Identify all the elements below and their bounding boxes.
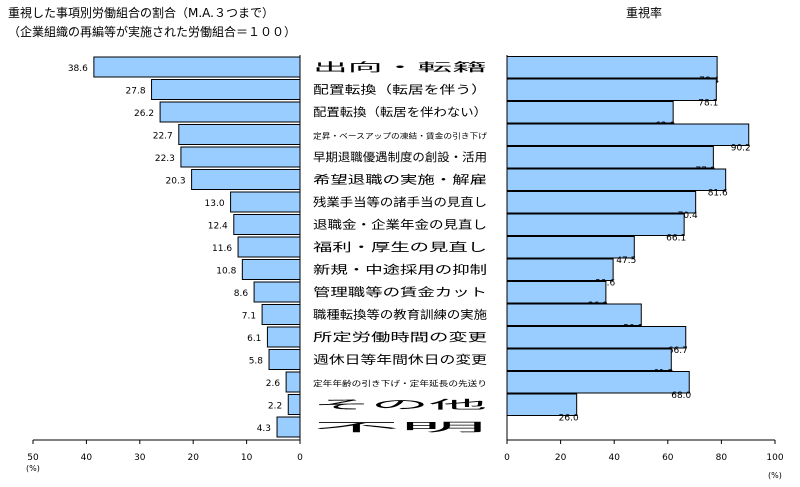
right-data-label: 68.0 [671,391,691,401]
right-bar [506,371,690,394]
right-tick-label: 20 [555,453,567,463]
left-data-label: 5.8 [249,357,264,367]
category-label: その他 [313,398,490,412]
right-data-label: 81.6 [708,189,728,199]
left-tick-label: 10 [241,453,253,463]
left-bar [233,214,301,235]
left-bar [266,326,301,348]
right-bar [506,258,614,281]
right-bar [506,326,687,349]
right-tick-label: 40 [608,453,620,463]
category-label: 不明 [313,420,487,434]
right-tick-label: 0 [504,453,510,463]
category-label: 希望退職の実施・解雇 [313,173,487,187]
left-bar [253,281,301,303]
right-data-label: 70.4 [678,211,698,221]
category-label: 所定労働時間の変更 [313,330,488,344]
left-tick-label: 40 [81,453,93,463]
left-bar [276,416,301,438]
chart-title: 重視した事項別労働組合の割合（M.A.３つまで） [8,6,274,20]
right-bar [506,191,697,214]
right-bar [506,236,635,259]
right-data-label: 47.5 [616,256,636,266]
category-label: 早期退職優遇制度の創設・活用 [313,150,487,164]
left-data-label: 2.2 [268,402,282,412]
right-bar [506,101,674,124]
left-data-label: 11.6 [212,244,232,254]
category-label: 定昇・ベースアップの凍結・賃金の引き下げ [313,132,488,141]
category-label: 定年年齢の引き下げ・定年延長の先送り [313,379,487,388]
left-bar [268,349,301,370]
right-bar [506,213,685,236]
right-bar [506,123,750,146]
right-title: 重視率 [626,6,663,20]
category-label: 出向・転籍 [313,60,487,74]
left-tick-label: 20 [187,453,199,463]
left-bar [285,371,301,393]
right-data-label: 90.2 [731,144,751,154]
left-bar [241,259,301,280]
left-data-label: 13.0 [205,199,225,209]
left-data-label: 10.8 [216,267,236,277]
right-data-label: 26.0 [559,414,579,424]
right-tick-label: 60 [662,453,674,463]
left-tick-label: 0 [297,453,303,463]
left-tick-label: 50 [27,453,39,463]
left-bar [261,304,301,325]
right-bar [506,393,578,416]
category-label: 新規・中途採用の抑制 [313,263,487,277]
left-bar [287,394,301,415]
right-bar [506,281,607,304]
left-data-label: 20.3 [166,177,186,187]
right-bar [506,303,642,326]
right-data-label: 66.1 [666,234,686,244]
left-data-label: 8.6 [234,289,249,299]
left-bar [151,79,301,100]
left-data-label: 22.3 [155,154,175,164]
right-bar [506,146,714,169]
left-bar [180,146,301,168]
left-bar [178,124,301,145]
category-label: 福利・厚生の見直し [313,240,487,254]
left-data-label: 6.1 [247,334,261,344]
right-bar [506,56,718,79]
left-data-label: 12.4 [208,222,228,232]
left-data-label: 22.7 [153,132,173,142]
left-data-label: 38.6 [68,64,88,74]
left-bar [230,191,301,213]
right-unit-label: (%) [768,471,782,480]
category-label: 残業手当等の諸手当の見直し [313,195,487,209]
left-bar [159,101,301,123]
category-label: 退職金・企業年金の見直し [313,218,487,232]
category-label: 週休日等年間休日の変更 [313,353,488,367]
left-data-label: 7.1 [242,312,256,322]
left-bar [93,56,301,78]
right-bar [506,168,727,191]
category-label: 配置転換（転居を伴う） [313,83,487,97]
left-unit-label: (%) [26,464,40,473]
left-data-label: 2.6 [266,379,281,389]
category-label: 職種転換等の教育訓練の実施 [313,308,488,322]
left-tick-label: 30 [134,453,146,463]
left-bar [237,236,301,258]
right-bar [506,78,717,101]
right-tick-label: 100 [766,453,783,463]
right-data-label: 66.7 [668,346,688,356]
category-label: 管理職等の賃金カット [313,285,487,299]
left-data-label: 27.8 [126,87,146,97]
right-data-label: 78.1 [698,99,718,109]
right-tick-label: 80 [716,453,728,463]
category-label: 配置転換（転居を伴わない） [313,105,487,119]
left-data-label: 26.2 [134,109,154,119]
right-bar [506,348,672,371]
chart-subtitle: （企業組織の再編等が実施された労働組合＝１００） [8,25,297,39]
left-bar [191,169,301,190]
left-data-label: 4.3 [257,424,271,434]
